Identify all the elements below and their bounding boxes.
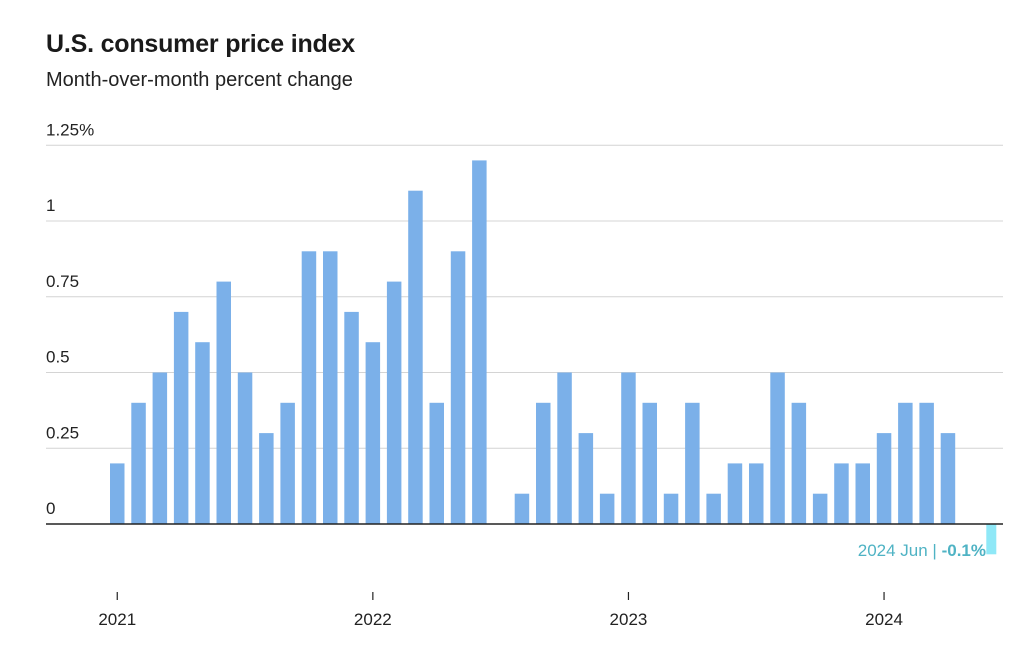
bar	[727, 463, 743, 524]
bar	[770, 372, 785, 524]
bar	[323, 251, 338, 525]
x-tick-label: 2023	[610, 610, 648, 629]
x-tick-label: 2024	[865, 610, 903, 629]
bar	[259, 433, 274, 524]
bar	[429, 402, 444, 524]
bar	[919, 402, 934, 524]
y-tick-label: 0.75	[46, 272, 79, 291]
bar	[986, 524, 997, 555]
bar	[599, 493, 615, 524]
bar	[791, 402, 807, 524]
bar	[898, 402, 913, 524]
bar	[663, 493, 679, 524]
bar	[237, 372, 253, 524]
bar	[216, 281, 231, 524]
bar	[386, 281, 402, 524]
bar	[450, 251, 466, 525]
x-tick-label: 2021	[98, 610, 136, 629]
y-tick-label: 0.25	[46, 423, 79, 442]
bar	[280, 402, 295, 524]
y-tick-label: 1.25%	[46, 120, 94, 139]
y-tick-label: 0.5	[46, 348, 70, 367]
bar	[642, 402, 657, 524]
bar	[855, 463, 870, 524]
bar	[110, 463, 125, 524]
highlight-value: -0.1%	[942, 541, 986, 560]
bar	[621, 372, 636, 524]
bar	[365, 342, 381, 524]
bar	[408, 190, 423, 524]
highlight-label: 2024 Jun |	[858, 541, 942, 560]
bar	[195, 342, 210, 524]
bar	[706, 493, 721, 524]
chart-subtitle: Month-over-month percent change	[46, 69, 353, 91]
bar	[812, 493, 828, 524]
bar	[876, 433, 892, 524]
bar	[749, 463, 764, 524]
x-tick-label: 2022	[354, 610, 392, 629]
bar	[301, 251, 317, 525]
y-tick-label: 1	[46, 196, 55, 215]
highlight-annotation: 2024 Jun | -0.1%	[858, 541, 986, 560]
bar	[940, 433, 956, 524]
y-tick-label: 0	[46, 499, 55, 518]
bar	[514, 493, 530, 524]
bar	[685, 402, 700, 524]
bar	[152, 372, 168, 524]
bar	[173, 311, 189, 524]
bar	[472, 160, 487, 524]
bar	[344, 311, 359, 524]
bar	[578, 433, 594, 524]
bar	[131, 402, 146, 524]
bar	[834, 463, 849, 524]
bar	[536, 402, 551, 524]
bar	[557, 372, 572, 524]
chart-title: U.S. consumer price index	[46, 30, 355, 58]
